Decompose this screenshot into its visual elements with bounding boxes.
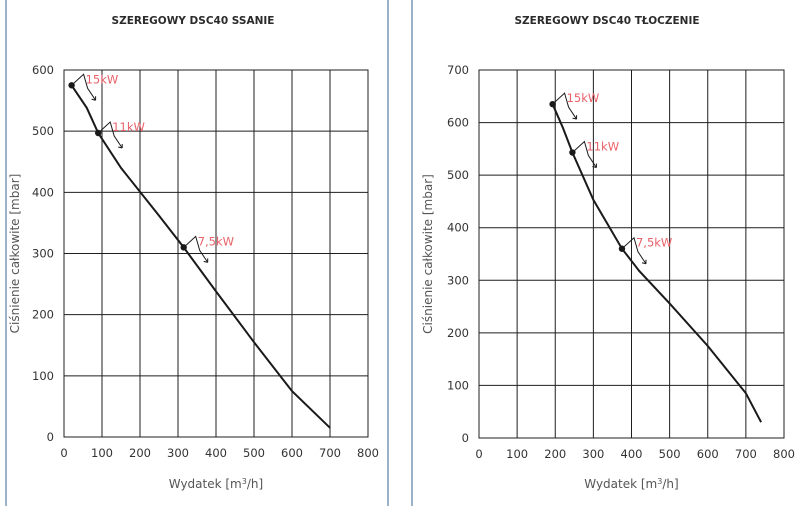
x-tick-label: 700 [735,447,757,461]
x-tick-label: 700 [319,446,341,460]
y-tick-label: 400 [447,221,469,235]
y-axis-label: Ciśnienie całkowite [mbar] [421,174,435,334]
y-tick-label: 200 [447,326,469,340]
power-leader-arrowhead [592,163,597,169]
x-tick-label: 0 [60,446,67,460]
power-label: 15kW [86,72,119,86]
power-leader-arrowhead [91,96,97,101]
x-tick-label: 500 [659,447,681,461]
y-tick-label: 600 [32,63,54,77]
power-leader-arrowhead [203,258,209,263]
y-axis-label: Ciśnienie całkowite [mbar] [8,174,22,334]
power-label: 15kW [567,91,600,105]
power-leader-arrowhead [641,259,647,265]
y-tick-label: 100 [447,378,469,392]
x-tick-label: 800 [773,447,795,461]
power-leader-line [71,73,97,101]
x-axis-label: Wydatek [m3/h] [584,477,678,492]
power-label: 11kW [586,140,619,154]
power-label: 7,5kW [636,236,672,250]
power-leader-arrowhead [572,115,578,120]
power-leader-line [183,235,209,263]
power-label: 7,5kW [198,234,234,248]
chart-tloczenie: SZEREGOWY DSC40 TŁOCZENIE 0 100 200 300 400 50… [421,15,795,491]
x-tick-label: 400 [205,446,227,460]
y-tick-label: 500 [447,168,469,182]
x-tick-label: 600 [697,447,719,461]
chart-title: SZEREGOWY DSC40 SSANIE [112,15,275,27]
y-tick-label: 200 [32,308,54,322]
y-tick-label: 300 [32,247,54,261]
x-tick-label: 100 [91,446,113,460]
x-tick-label: 500 [243,446,265,460]
y-tick-label: 100 [32,369,54,383]
x-tick-label: 100 [506,447,528,461]
y-tick-label: 700 [447,63,469,77]
x-tick-label: 400 [621,447,643,461]
power-leader-line [552,92,577,120]
chart-ssanie: SZEREGOWY DSC40 SSANIE 0 100 200 300 400 500 60… [8,15,379,491]
y-tick-label: 400 [32,185,54,199]
y-tick-label: 600 [447,116,469,130]
performance-curve-series-0 [551,103,762,423]
x-tick-label: 300 [582,447,604,461]
x-tick-label: 0 [475,447,482,461]
x-axis-label: Wydatek [m3/h] [169,477,263,492]
power-leader-line [572,140,597,168]
y-tick-label: 500 [32,124,54,138]
power-leader-line [621,236,647,265]
x-tick-label: 300 [167,446,189,460]
x-tick-label: 800 [357,446,379,460]
y-tick-label: 0 [462,431,469,445]
power-leader-arrowhead [118,144,123,149]
chart-title: SZEREGOWY DSC40 TŁOCZENIE [514,15,699,27]
power-leader-line [97,121,123,149]
plot-frame [63,69,369,438]
plot-frame [478,69,785,439]
x-tick-label: 600 [281,446,303,460]
x-tick-label: 200 [544,447,566,461]
performance-curve-series-0 [70,84,331,429]
y-tick-label: 0 [47,430,54,444]
power-label: 11kW [112,120,145,134]
x-tick-label: 200 [129,446,151,460]
y-tick-label: 300 [447,273,469,287]
